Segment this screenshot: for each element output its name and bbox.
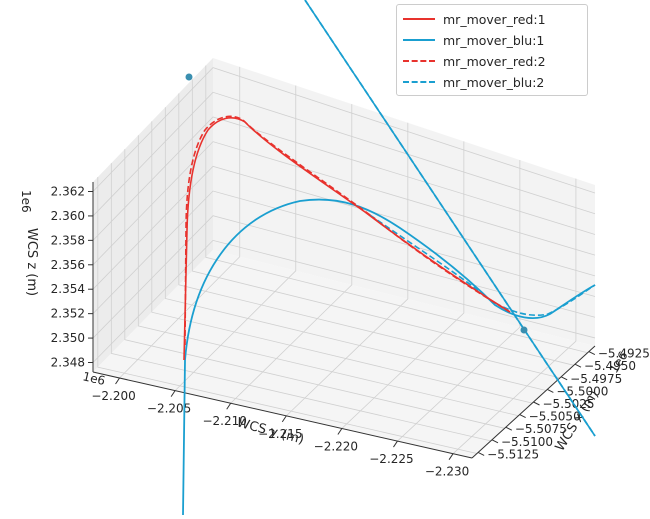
z-offset-label: 1e6: [19, 190, 33, 213]
y-tick-label: −2.230: [425, 465, 469, 479]
legend-swatch: [403, 39, 435, 41]
floor-pane: [93, 250, 595, 458]
z-tick-label: 2.350: [51, 331, 85, 345]
z-tick-label: 2.352: [51, 307, 85, 321]
x-tick-mark: [533, 401, 540, 406]
grid-line-x: [124, 149, 505, 429]
x-tick-mark: [477, 451, 485, 456]
y-tick-label: −2.200: [91, 389, 135, 403]
grid-line-z: [92, 165, 596, 290]
legend-swatch: [403, 60, 435, 62]
y-tick-label: −2.205: [147, 402, 191, 416]
x-ticks: −5.4925−5.4950−5.4975−5.5000−5.5025−5.50…: [477, 347, 650, 461]
grid-line-x: [178, 93, 561, 379]
z-tick-label: 2.356: [51, 258, 85, 272]
x-tick-mark: [547, 388, 554, 393]
grid-line-z: [92, 116, 596, 241]
y-tick-label: −2.210: [202, 414, 246, 428]
y-tick-mark: [337, 428, 343, 435]
y-tick-mark: [226, 402, 232, 410]
z-axis-label: WCS z (m): [24, 228, 39, 296]
legend: mr_mover_red:1 mr_mover_blu:1 mr_mover_red…: [396, 4, 588, 96]
line-mr-mover-red-1: [183, 117, 511, 361]
series-mr-mover-red-1: [183, 117, 511, 361]
legend-label: mr_mover_red:2: [443, 53, 546, 69]
y-offset-label: 1e6: [81, 369, 106, 388]
grid-line-y: [452, 178, 577, 454]
y-tick-mark: [448, 453, 454, 460]
y-tick-mark: [170, 390, 176, 397]
legend-entry: mr_mover_blu:2: [403, 72, 544, 92]
grid-line-z: [92, 91, 596, 217]
z-ticks: 2.362 2.360 2.358 2.356 2.354 2.352 2.350 2.348: [51, 185, 93, 370]
grid-line-x: [191, 79, 574, 366]
grid-line-x: [110, 163, 491, 442]
y-tick-label: −2.220: [314, 439, 358, 453]
grid-line-x: [137, 135, 519, 417]
y-tick-mark: [393, 440, 398, 448]
y-tick-label: −2.215: [258, 427, 302, 441]
marker-point-right: [520, 326, 528, 334]
x-tick-mark: [588, 351, 596, 356]
y-tick-label: −2.225: [369, 452, 413, 466]
grid-line-y: [341, 141, 465, 429]
grid-line-z: [92, 190, 596, 314]
x-tick-label: −5.4925: [598, 347, 650, 361]
legend-label: mr_mover_red:1: [443, 11, 546, 27]
y-tick-mark: [115, 377, 120, 385]
x-tick-label: −5.5000: [556, 384, 608, 398]
y-ticks: −2.200 −2.205 −2.210 −2.215 −2.220 −2.225 −2.2…: [91, 377, 469, 479]
x-tick-label: −5.4950: [584, 359, 636, 373]
z-tick-label: 2.360: [51, 209, 85, 223]
grid-line-y: [174, 85, 297, 391]
grid-line-z: [92, 141, 596, 266]
series-mr-mover-blu-1: [182, 0, 596, 516]
legend-swatch: [403, 18, 435, 20]
back-pane-left: [93, 58, 213, 372]
y-axis-line: [92, 371, 473, 459]
z-tick-label: 2.348: [51, 356, 85, 370]
line-mr-mover-blu-1: [304, 0, 596, 437]
grid-line-x: [164, 107, 547, 391]
x-tick-label: −5.4975: [570, 372, 622, 386]
grid-line-x: [151, 121, 533, 404]
grid-line-y: [397, 160, 521, 442]
grid-line-x: [97, 177, 478, 454]
legend-swatch: [403, 81, 435, 83]
legend-entry: mr_mover_red:2: [403, 51, 546, 71]
grid-line-z: [92, 67, 596, 194]
x-tick-label: −5.5075: [515, 422, 567, 436]
line-mr-mover-blu-1-curve: [182, 198, 596, 516]
x-tick-label: −5.5100: [501, 435, 553, 449]
z-tick-label: 2.362: [51, 185, 85, 199]
x-tick-mark: [491, 439, 499, 444]
y-tick-mark: [281, 415, 287, 423]
z-tick-label: 2.354: [51, 282, 85, 296]
marker-point-top: [185, 73, 193, 81]
x-tick-mark: [519, 414, 526, 419]
x-tick-label: −5.5125: [487, 447, 539, 461]
grid-line-z: [92, 239, 596, 363]
grid-line-y: [119, 66, 241, 379]
legend-entry: mr_mover_red:1: [403, 9, 546, 29]
x-tick-label: −5.5025: [543, 397, 595, 411]
grid-line-y: [230, 104, 353, 404]
x-tick-label: −5.5050: [529, 410, 581, 424]
x-tick-mark: [505, 426, 513, 431]
grid-line-y: [286, 122, 409, 417]
x-tick-mark: [574, 363, 582, 368]
x-tick-mark: [560, 376, 568, 381]
legend-entry: mr_mover_blu:1: [403, 30, 544, 50]
z-tick-label: 2.358: [51, 233, 85, 247]
legend-label: mr_mover_blu:1: [443, 32, 545, 48]
y-axis-label: WCS y (m): [235, 415, 305, 447]
legend-label: mr_mover_blu:2: [443, 74, 545, 90]
